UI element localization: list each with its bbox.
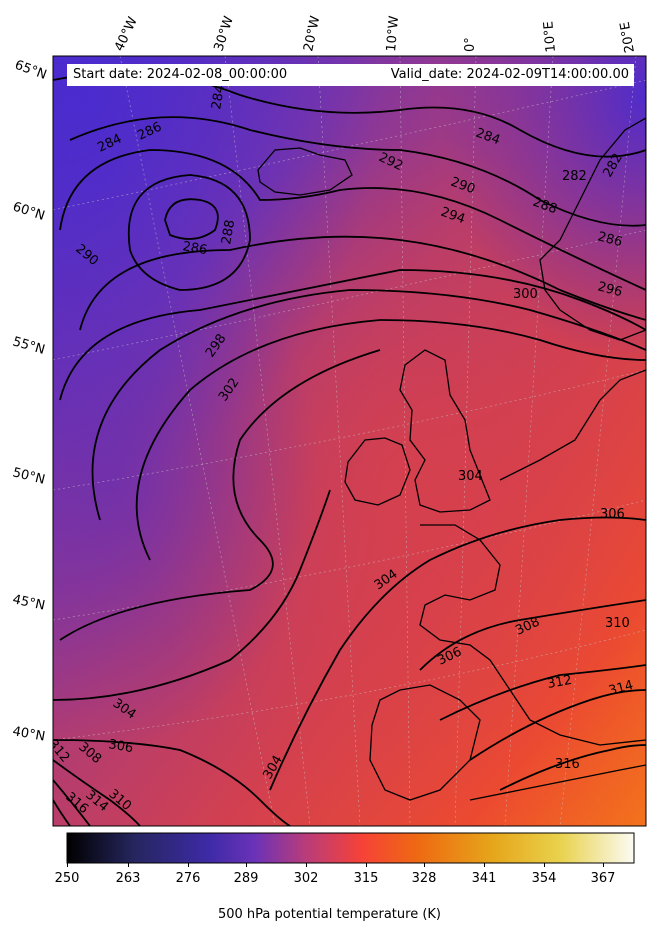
svg-text:282: 282	[562, 169, 587, 184]
colorbar-tick-label: 289	[233, 871, 259, 886]
colorbar-tickmark	[67, 863, 68, 867]
ireland-coast	[344, 437, 411, 506]
colorbar-tick-label: 263	[115, 871, 141, 886]
svg-text:316: 316	[555, 757, 580, 772]
svg-text:286: 286	[181, 239, 208, 258]
north-africa-coast	[469, 764, 646, 801]
colorbar-gradient	[66, 832, 635, 864]
map-frame	[52, 55, 647, 827]
svg-text:304: 304	[458, 469, 483, 484]
svg-text:314: 314	[607, 678, 635, 699]
latitude-labels: 65°N 60°N 55°N 50°N 45°N 40°N	[11, 58, 49, 745]
lat-label-45n: 45°N	[11, 592, 46, 613]
lat-label-55n: 55°N	[11, 334, 47, 357]
colorbar-tickmark	[603, 863, 604, 867]
lat-label-65n: 65°N	[13, 58, 49, 83]
svg-text:306: 306	[107, 737, 134, 756]
lon-label-40w: 40°W	[112, 15, 141, 54]
lon-label-10w: 10°W	[384, 15, 402, 52]
colorbar-tickmark	[366, 863, 367, 867]
colorbar-tick-label: 276	[175, 871, 201, 886]
svg-text:300: 300	[513, 287, 538, 302]
svg-text:312: 312	[546, 673, 573, 692]
start-date-text: Start date: 2024-02-08_00:00:00	[73, 67, 288, 82]
lon-label-20w: 20°W	[301, 14, 323, 52]
iceland-coast	[257, 147, 353, 196]
scandinavia-coast	[539, 117, 646, 341]
lon-label-0: 0°	[463, 37, 478, 52]
colorbar-tick-label: 354	[531, 871, 557, 886]
date-info-box: Start date: 2024-02-08_00:00:00 Valid_da…	[67, 64, 634, 86]
longitude-labels: 40°W 30°W 20°W 10°W 0° 10°E 20°E	[112, 14, 638, 54]
svg-text:286: 286	[596, 229, 624, 250]
north-europe-coast	[499, 369, 646, 481]
valid-date-text: Valid_date: 2024-02-09T14:00:00.00	[390, 67, 629, 82]
colorbar-tickmark	[484, 863, 485, 867]
contours	[53, 71, 646, 826]
lat-label-50n: 50°N	[11, 465, 46, 487]
colorbar-tickmark	[128, 863, 129, 867]
lon-label-30w: 30°W	[212, 14, 237, 53]
colorbar-tick-label: 328	[411, 871, 437, 886]
lon-label-20e: 20°E	[618, 21, 638, 54]
france-spain-coast	[419, 524, 646, 746]
svg-text:284: 284	[209, 84, 228, 111]
svg-text:296: 296	[596, 279, 624, 300]
colorbar-tickmark	[306, 863, 307, 867]
colorbar-title: 500 hPa potential temperature (K)	[217, 907, 441, 922]
coastlines	[257, 117, 646, 801]
colorbar-tickmark	[246, 863, 247, 867]
colorbar-tickmark	[188, 863, 189, 867]
colorbar-tick-label: 302	[293, 871, 319, 886]
svg-text:306: 306	[600, 507, 625, 522]
iberia-coast	[369, 684, 481, 801]
colorbar-tickmark	[424, 863, 425, 867]
svg-text:310: 310	[605, 616, 630, 631]
graticule	[53, 56, 646, 826]
colorbar-tick-label: 250	[54, 871, 80, 886]
colorbar-tick-label: 367	[590, 871, 616, 886]
lat-label-60n: 60°N	[11, 200, 47, 224]
lon-label-10e: 10°E	[541, 21, 559, 53]
colorbar-tick-label: 341	[471, 871, 497, 886]
svg-text:288: 288	[219, 219, 238, 246]
great-britain-coast	[399, 349, 491, 513]
colorbar-tick-label: 315	[353, 871, 379, 886]
lat-label-40n: 40°N	[11, 724, 46, 744]
colorbar-tickmark	[544, 863, 545, 867]
